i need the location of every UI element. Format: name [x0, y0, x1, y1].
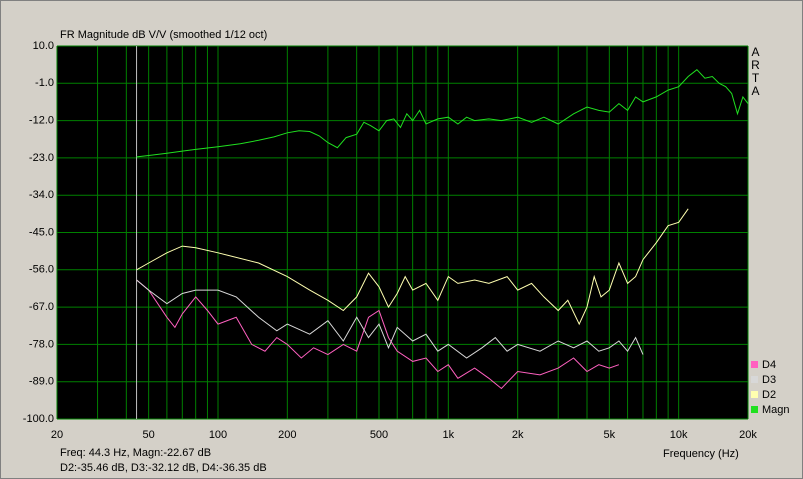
side-label: ARTA	[751, 45, 760, 98]
x-tick-label: 200	[278, 429, 296, 441]
legend-swatch	[751, 406, 758, 413]
y-tick-label: -89.0	[29, 376, 54, 388]
x-tick-label: 10k	[670, 429, 688, 441]
y-tick-label: -45.0	[29, 226, 54, 238]
legend-swatch	[751, 391, 758, 398]
y-tick-label: -23.0	[29, 152, 54, 164]
legend-label: D2	[762, 389, 776, 401]
legend-label: Magn	[762, 404, 790, 416]
x-tick-label: 20	[51, 429, 63, 441]
x-tick-label: 50	[143, 429, 155, 441]
series-line	[136, 69, 749, 158]
y-tick-label: -100.0	[23, 413, 54, 425]
x-tick-label: 500	[370, 429, 388, 441]
readout: D2:-35.46 dB, D3:-32.12 dB, D4:-36.35 dB	[60, 462, 267, 474]
x-tick-label: 5k	[604, 429, 616, 441]
series-line	[136, 208, 689, 326]
x-axis-label: Frequency (Hz)	[663, 448, 739, 460]
chart-title: FR Magnitude dB V/V (smoothed 1/12 oct)	[60, 29, 267, 41]
legend-label: D3	[762, 374, 776, 386]
y-tick-label: -67.0	[29, 301, 54, 313]
x-tick-label: 2k	[512, 429, 524, 441]
y-tick-label: -1.0	[35, 77, 54, 89]
x-tick-label: 100	[209, 429, 227, 441]
y-tick-label: -12.0	[29, 115, 54, 127]
y-tick-label: 10.0	[33, 40, 54, 52]
series-line	[136, 279, 620, 390]
legend-swatch	[751, 361, 758, 368]
x-tick-label: 20k	[739, 429, 757, 441]
y-tick-label: -34.0	[29, 189, 54, 201]
series-line	[136, 279, 644, 359]
y-tick-label: -78.0	[29, 338, 54, 350]
readout: Freq: 44.3 Hz, Magn:-22.67 dB	[60, 447, 211, 459]
legend-swatch	[751, 376, 758, 383]
y-tick-label: -56.0	[29, 264, 54, 276]
x-tick-label: 1k	[443, 429, 455, 441]
legend-label: D4	[762, 359, 776, 371]
